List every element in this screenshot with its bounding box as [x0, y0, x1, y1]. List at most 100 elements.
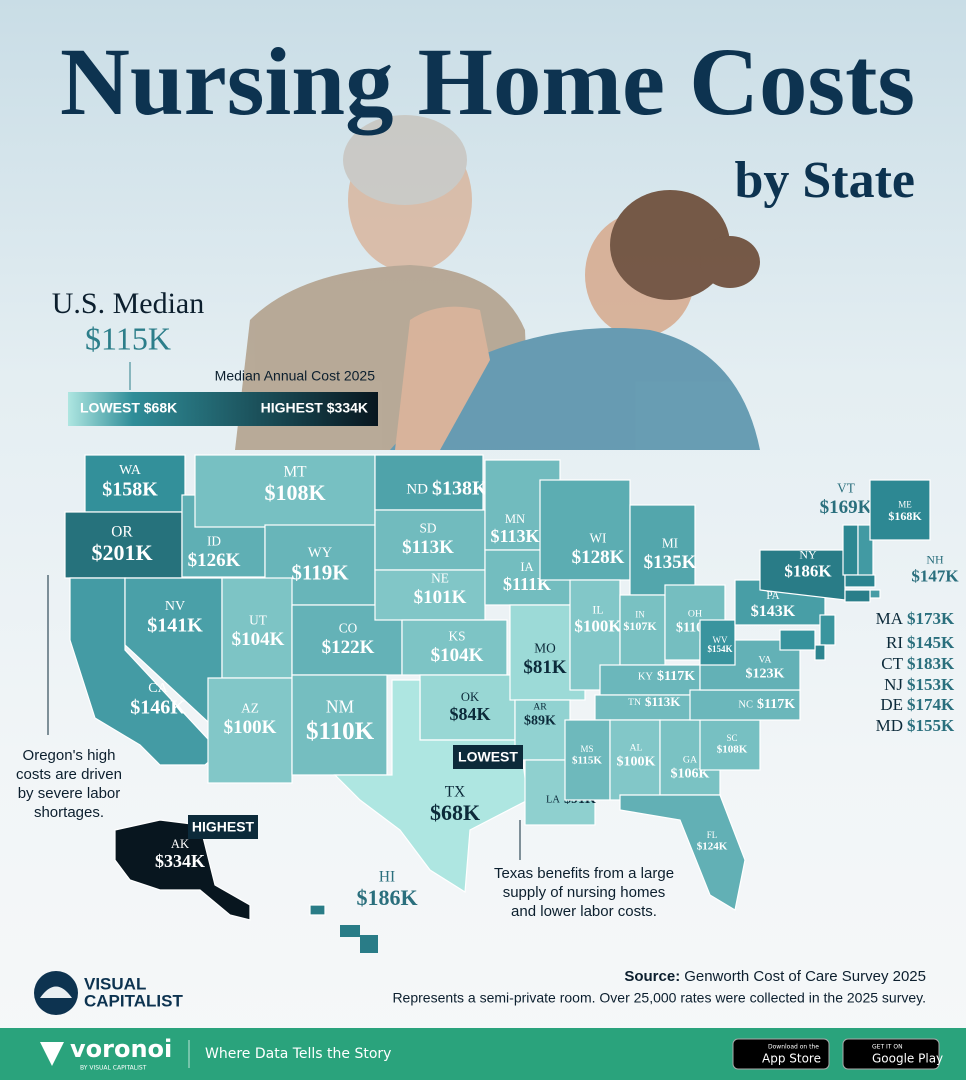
state-abbr: VT: [837, 481, 855, 496]
highest-callout-box: [188, 815, 258, 839]
state-abbr: MN: [505, 512, 525, 526]
annotation-line: Texas benefits from a large: [494, 865, 674, 882]
state-value: $138K: [432, 478, 488, 500]
state-abbr: VA: [759, 655, 772, 666]
state: [842, 524, 859, 576]
state: [814, 644, 826, 661]
state-value: $186K: [784, 562, 832, 581]
app-store-small: Download on the: [768, 1044, 819, 1051]
annotation-line: costs are driven: [16, 766, 122, 783]
source-note: Represents a semi-private room. Over 25,…: [392, 990, 926, 1006]
state-value: $158K: [102, 479, 158, 501]
state-abbr: GA: [683, 755, 697, 766]
state-value: $113K: [402, 537, 454, 558]
state: [360, 935, 378, 953]
state: [207, 677, 293, 784]
state: [699, 719, 761, 771]
state: [869, 589, 881, 599]
state-value: $108K: [264, 480, 325, 505]
state-value: $119K: [291, 560, 349, 584]
state-abbr: TX: [445, 783, 466, 800]
footer-brand: voronoi: [70, 1035, 172, 1063]
state: [221, 577, 293, 679]
state: [844, 589, 871, 603]
state: [869, 479, 931, 541]
subtitle: by State: [734, 152, 915, 209]
state-abbr: DE: [880, 695, 903, 714]
state: [819, 614, 836, 646]
state: [514, 699, 571, 761]
state-abbr: MS: [580, 744, 593, 754]
google-play-badge[interactable]: [842, 1038, 940, 1070]
state-abbr: LA: [546, 794, 560, 805]
state-value: $68K: [430, 800, 480, 825]
state-value: $89K: [524, 714, 556, 729]
state-abbr: TN: [628, 697, 641, 708]
state-abbr: ND: [406, 481, 428, 497]
state-value: $145K: [907, 633, 955, 652]
state-abbr: MA: [876, 609, 904, 628]
state-value: $81K: [523, 657, 567, 678]
state-value: $107K: [623, 619, 657, 633]
annotation-line: supply of nursing homes: [503, 884, 666, 901]
oregon-annotation: Oregon's high costs are driven by severe l…: [16, 747, 122, 821]
state-value: $100K: [574, 617, 622, 636]
state-value: $104K: [431, 645, 484, 666]
state: [609, 719, 661, 801]
state-value: $143K: [751, 603, 796, 620]
state: [84, 454, 186, 513]
state-abbr: ME: [898, 499, 912, 509]
state-value: $84K: [449, 704, 490, 724]
state-value: $154K: [707, 644, 732, 654]
state-value: $155K: [907, 716, 955, 735]
logo-line1: VISUAL: [84, 974, 146, 993]
state: [374, 569, 486, 621]
state-value: $104K: [232, 629, 285, 650]
state-value: $108K: [717, 743, 748, 755]
annotation-line: by severe labor: [18, 785, 121, 802]
state-abbr: NE: [431, 571, 449, 586]
logo-line2: CAPITALIST: [84, 991, 183, 1010]
source-text: Genworth Cost of Care Survey 2025: [684, 968, 926, 985]
state: [291, 674, 388, 776]
legend-high: HIGHEST $334K: [261, 400, 368, 416]
google-small: GET IT ON: [872, 1044, 903, 1051]
state-value: $100K: [224, 717, 277, 738]
state-abbr: WV: [713, 635, 728, 645]
state-abbr: IL: [592, 602, 603, 616]
state-abbr: RI: [886, 633, 903, 652]
state-value: $174K: [907, 695, 955, 714]
state-value: $115K: [572, 754, 602, 766]
state-abbr: SC: [726, 733, 737, 743]
state-abbr: OH: [688, 609, 702, 620]
legend-bar: [68, 392, 378, 426]
title: Nursing Home Costs: [60, 28, 915, 135]
logo-mark: [34, 971, 78, 1015]
state-abbr: NH: [926, 552, 944, 566]
state-abbr: AZ: [241, 701, 259, 716]
state-abbr: NM: [326, 696, 355, 716]
state-abbr: NV: [165, 599, 185, 614]
highest-callout: HIGHEST: [192, 819, 255, 835]
google-text: Google Play: [872, 1052, 943, 1066]
state-abbr: SD: [420, 521, 437, 536]
state-abbr: IN: [635, 609, 645, 619]
state: [374, 509, 486, 571]
state-value: $141K: [147, 615, 203, 637]
app-store-badge[interactable]: [732, 1038, 830, 1070]
state-abbr: AL: [629, 743, 642, 754]
median-label: U.S. Median: [52, 287, 205, 320]
state-value: $124K: [697, 840, 728, 852]
state-value: $123K: [746, 667, 785, 682]
annotation-line: and lower labor costs.: [511, 903, 657, 920]
state-value: $168K: [888, 509, 922, 523]
state-abbr: MT: [283, 463, 307, 480]
state: [564, 719, 611, 801]
state: [340, 925, 360, 937]
state-value: $122K: [322, 637, 375, 658]
state-value: $126K: [188, 550, 241, 571]
legend-title: Median Annual Cost 2025: [215, 368, 376, 384]
state: [64, 511, 183, 579]
state: [401, 619, 508, 676]
